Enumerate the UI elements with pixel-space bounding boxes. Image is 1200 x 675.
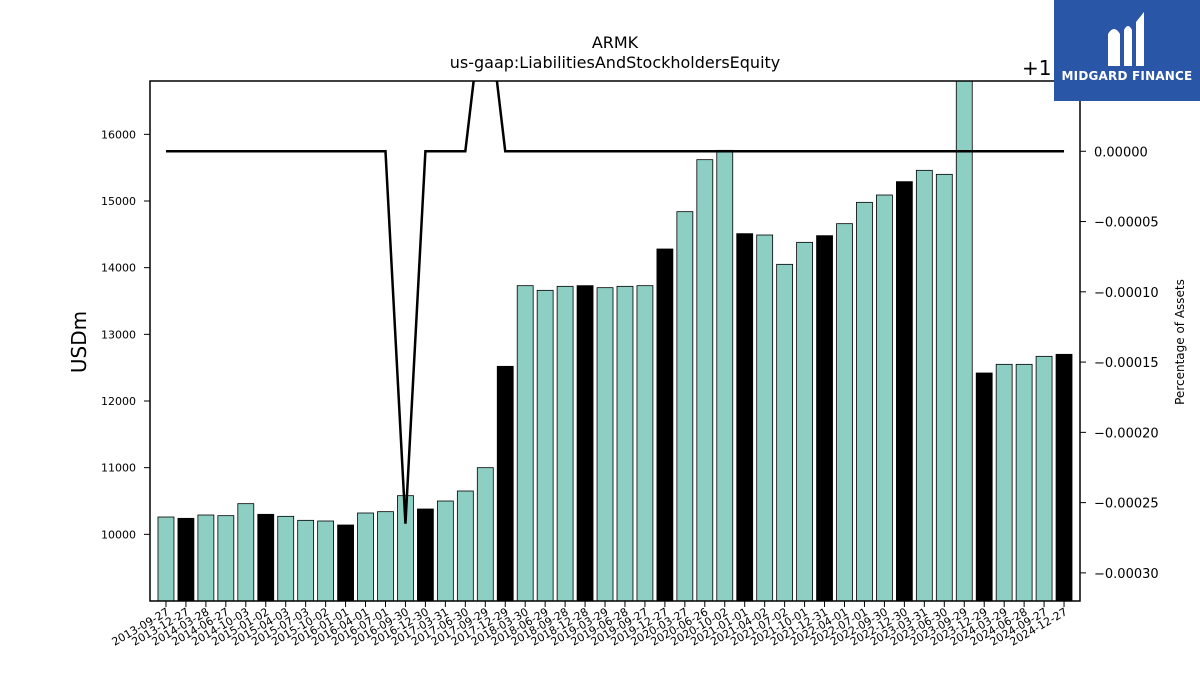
bar-2018-03-30 (516, 285, 534, 602)
y2-tick-label: −0.00025 (1094, 497, 1159, 512)
chart-title: ARMK (592, 33, 639, 52)
bar-2014-10-03 (237, 503, 255, 602)
y-tick-label: 12000 (101, 395, 136, 408)
bar-2022-07-01 (856, 201, 873, 602)
y-tick-label: 14000 (101, 262, 136, 275)
bar-2019-03-29 (596, 287, 614, 602)
bar-2023-03-31 (915, 169, 933, 602)
bar-2019-12-27 (656, 248, 674, 602)
y-tick-label: 13000 (101, 328, 136, 341)
y2-offset-label: +1 (1022, 56, 1051, 80)
bar-2020-06-26 (696, 159, 714, 602)
y2-tick-label: −0.00020 (1094, 426, 1159, 441)
bar-2016-12-30 (417, 508, 434, 602)
bar-2017-03-31 (436, 500, 454, 602)
y2-tick-label: −0.00005 (1094, 216, 1159, 231)
brand-logo: MIDGARD FINANCE (1054, 0, 1200, 101)
bar-2024-03-29 (995, 363, 1013, 602)
bar-2015-07-03 (297, 519, 315, 602)
bar-2024-12-27 (1055, 353, 1073, 602)
bar-2021-10-01 (796, 241, 813, 602)
bar-2023-12-29 (975, 372, 993, 602)
bar-2015-04-03 (277, 515, 295, 602)
y2-tick-label: 0.00000 (1094, 145, 1148, 160)
y2-axis-label: Percentage of Assets (1173, 279, 1187, 405)
y-tick-label: 16000 (101, 128, 136, 141)
bar-2018-12-28 (576, 285, 594, 602)
ratio-line (165, 81, 1065, 524)
bars (157, 80, 1073, 602)
bar-2016-01-01 (337, 524, 354, 602)
y-tick-label: 10000 (101, 528, 136, 541)
bar-2020-03-27 (676, 211, 694, 602)
y2-tick-label: −0.00030 (1094, 567, 1159, 582)
bar-2017-12-29 (496, 365, 514, 602)
bar-2024-06-28 (1015, 363, 1033, 602)
bar-2014-03-28 (197, 514, 215, 602)
bar-2021-01-01 (736, 233, 754, 602)
bar-2015-01-02 (257, 513, 275, 602)
axes: 10000 11000 12000 13000 14000 15000 16000 0.000… (101, 80, 1159, 649)
bar-2021-04-02 (756, 234, 774, 602)
bar-2023-09-29 (955, 80, 973, 602)
bar-2023-06-30 (935, 173, 953, 602)
brand-logo-text: MIDGARD FINANCE (1061, 69, 1193, 83)
bar-2022-12-30 (895, 181, 913, 602)
bar-2019-06-28 (616, 285, 634, 602)
ratio-line-layer (165, 81, 1065, 524)
bar-2024-09-27 (1035, 355, 1053, 602)
bar-2017-06-30 (456, 490, 474, 602)
bar-2013-12-27 (177, 517, 195, 602)
y-tick-label: 11000 (101, 462, 136, 475)
y-tick-label: 15000 (101, 195, 136, 208)
bar-2016-07-01 (377, 511, 394, 602)
bar-2014-06-27 (217, 515, 235, 602)
y2-tick-label: −0.00010 (1094, 286, 1159, 301)
bar-2020-10-02 (716, 149, 734, 602)
bar-2016-04-01 (357, 512, 374, 602)
bar-2019-09-27 (636, 285, 654, 602)
bar-2022-04-01 (836, 223, 853, 602)
bar-2018-09-28 (556, 285, 574, 602)
bar-2013-09-27 (157, 516, 175, 602)
brand-logo-icon (1108, 12, 1144, 66)
bar-2018-06-29 (536, 289, 554, 602)
bar-2022-09-30 (876, 194, 893, 602)
plot-frame (149, 80, 1081, 602)
bar-2021-12-31 (816, 235, 833, 602)
y-axis-label: USDm (67, 311, 91, 373)
bar-2021-07-02 (776, 263, 794, 602)
chart-subtitle: us-gaap:LiabilitiesAndStockholdersEquity (450, 53, 781, 72)
bar-2015-10-02 (317, 520, 335, 602)
y2-tick-label: −0.00015 (1094, 356, 1159, 371)
bar-2017-09-29 (476, 467, 494, 602)
